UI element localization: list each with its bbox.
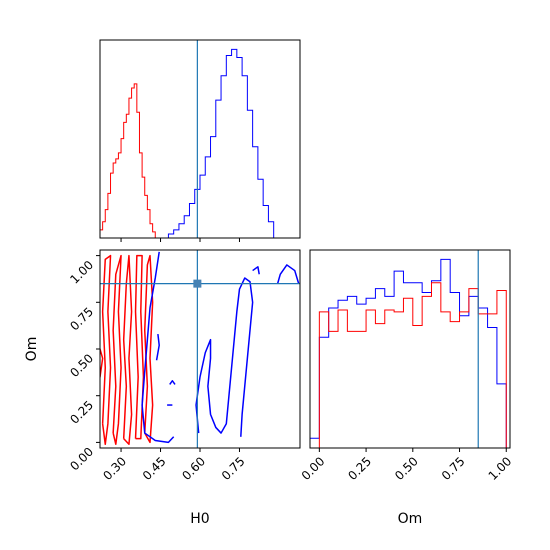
hist-h0-step-1 [99, 83, 156, 238]
hist-om-step-1 [318, 282, 507, 448]
hist-om-ticks: 0.00 0.25 0.50 0.75 1.00 [299, 448, 515, 483]
panel-hist-om: 0.00 0.25 0.50 0.75 1.00 Om [299, 249, 515, 527]
contour-x-tick-label: 0.75 [219, 454, 248, 483]
hist-h0-series [99, 48, 275, 238]
hist-om-x-tick-label: 0.75 [439, 454, 468, 483]
x-axis-label-om: Om [398, 511, 423, 527]
contour-x-tick-label: 0.60 [179, 454, 208, 483]
hist-om-x-tick-label: 1.00 [486, 454, 515, 483]
contour-x-tick-label: 0.45 [140, 454, 169, 483]
y-axis-label-om: Om [24, 337, 40, 362]
contour-line-9 [276, 264, 300, 284]
hist-h0-ticks [120, 238, 240, 242]
panel-hist-h0 [99, 39, 301, 242]
hist-om-x-tick-label: 0.50 [392, 454, 421, 483]
contour-line-5 [100, 348, 104, 378]
contour-line-3 [134, 254, 145, 440]
contour-line-10 [155, 333, 160, 361]
contour-line-6 [141, 251, 175, 444]
contour-y-tick-label: 0.00 [67, 445, 96, 474]
contour-x-tick-label: 0.30 [100, 454, 129, 483]
x-axis-label-h0: H0 [190, 511, 209, 527]
contour-y-tick-label: 0.75 [67, 305, 96, 334]
panel-contour-h0-om: 0.30 0.45 0.60 0.750.000.250.500.751.00 H0 … [24, 249, 301, 527]
contour-line-8 [252, 266, 260, 275]
hist-om-series [309, 258, 507, 448]
truth-point [193, 279, 202, 288]
hist-h0-frame [99, 39, 301, 239]
contour-ticks: 0.30 0.45 0.60 0.75 0.00 0.25 0.50 0.75 1.00 [67, 255, 248, 483]
contour-line-12 [169, 380, 176, 385]
hist-h0-step-0 [167, 48, 275, 238]
hist-om-x-tick-label: 0.00 [299, 454, 328, 483]
hist-om-x-tick-label: 0.25 [345, 454, 374, 483]
contour-line-7 [195, 277, 254, 437]
contour-y-tick-label: 1.00 [67, 258, 96, 287]
contour-y-tick-label: 0.50 [67, 351, 96, 380]
contour-y-tick-label: 0.25 [67, 398, 96, 427]
hist-om-frame [309, 249, 511, 449]
hist-om-step-0 [309, 258, 507, 448]
